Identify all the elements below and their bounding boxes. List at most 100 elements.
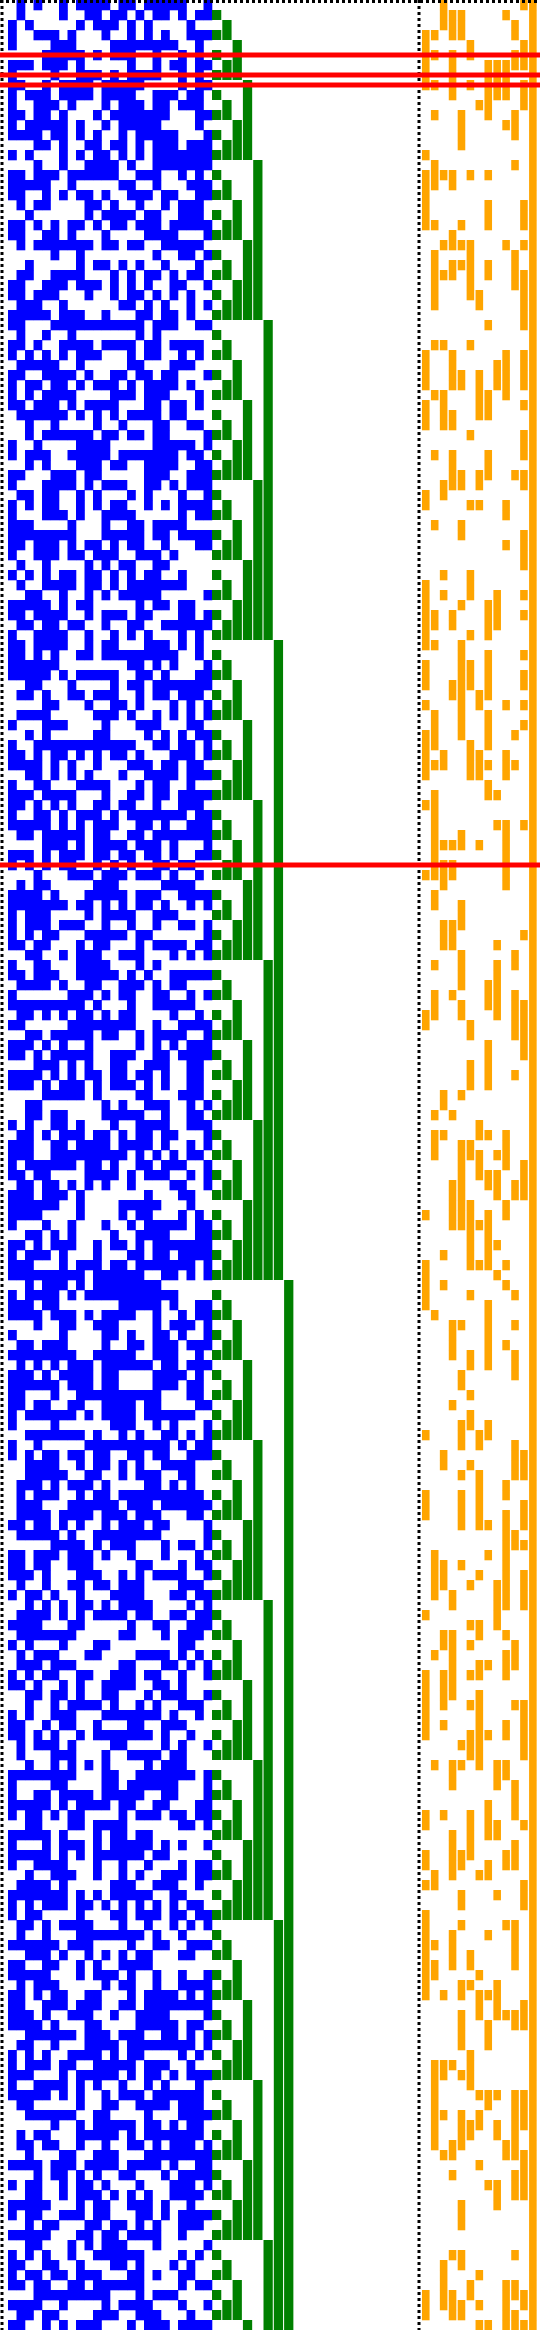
left-cell: [25, 1950, 34, 1961]
left-cell: [25, 2100, 34, 2111]
left-cell: [152, 1230, 162, 1241]
left-cell: [33, 1990, 43, 2001]
left-cell: [50, 1060, 60, 1071]
left-cell: [110, 390, 119, 401]
left-cell: [25, 1890, 34, 1901]
right-cell: [439, 590, 448, 601]
right-cell: [502, 2140, 510, 2151]
left-cell: [195, 500, 204, 511]
right-cell: [511, 1790, 519, 1801]
right-cell: [511, 1470, 519, 1481]
left-cell: [144, 1160, 153, 1171]
left-cell: [118, 750, 128, 761]
right-cell: [457, 1150, 466, 1161]
left-cell: [195, 1910, 204, 1921]
right-cell: [448, 1590, 457, 1601]
bit-run: [212, 1030, 222, 1040]
left-cell: [118, 2250, 128, 2261]
left-cell: [16, 890, 26, 901]
left-cell: [59, 1130, 68, 1141]
left-cell: [8, 1160, 17, 1171]
right-cell: [529, 830, 537, 841]
left-cell: [161, 230, 170, 241]
left-cell: [144, 2010, 153, 2021]
left-cell: [67, 760, 77, 771]
left-cell: [33, 1590, 43, 1601]
left-cell: [135, 1610, 145, 1621]
left-cell: [59, 1520, 68, 1531]
right-cell: [484, 1210, 493, 1221]
right-cell: [529, 1210, 537, 1221]
right-cell: [448, 10, 457, 21]
left-cell: [118, 1080, 128, 1091]
left-cell: [144, 900, 153, 911]
left-cell: [161, 90, 170, 101]
left-cell: [16, 1400, 26, 1411]
left-cell: [161, 2100, 170, 2111]
left-cell: [161, 1680, 170, 1691]
right-cell: [439, 2070, 448, 2081]
right-cell: [448, 1940, 457, 1951]
right-cell: [520, 1540, 528, 1551]
bit-run: [212, 1090, 222, 1100]
left-cell: [135, 2100, 145, 2111]
left-cell: [144, 1890, 153, 1901]
left-cell: [118, 1710, 128, 1721]
left-cell: [16, 1620, 26, 1631]
left-cell: [135, 2300, 145, 2311]
left-cell: [203, 2180, 213, 2191]
left-cell: [161, 2020, 170, 2031]
right-cell: [484, 730, 493, 741]
left-cell: [16, 1010, 26, 1021]
left-cell: [186, 1630, 196, 1641]
left-cell: [135, 1450, 145, 1461]
left-cell: [84, 1570, 94, 1581]
right-cell: [448, 380, 457, 391]
right-cell: [457, 1370, 466, 1381]
left-cell: [93, 1700, 102, 1711]
left-cell: [203, 590, 213, 601]
left-cell: [76, 1840, 85, 1851]
left-cell: [178, 530, 187, 541]
left-cell: [33, 1560, 43, 1571]
right-cell: [529, 2160, 537, 2171]
left-cell: [186, 440, 196, 451]
left-cell: [101, 1970, 111, 1981]
left-cell: [76, 1560, 85, 1571]
left-cell: [101, 690, 111, 701]
left-cell: [135, 260, 145, 271]
left-cell: [76, 1520, 85, 1531]
left-cell: [50, 1410, 60, 1421]
right-cell: [422, 1950, 430, 1961]
left-cell: [76, 130, 85, 141]
left-cell: [203, 530, 213, 541]
left-cell: [178, 1760, 187, 1771]
left-cell: [76, 850, 85, 861]
right-cell: [529, 880, 537, 891]
right-cell: [511, 110, 519, 121]
bit-run: [263, 960, 273, 1280]
left-cell: [144, 220, 153, 231]
left-cell: [67, 690, 77, 701]
left-cell: [186, 970, 196, 981]
bit-run: [212, 1310, 222, 1320]
left-cell: [110, 2060, 119, 2071]
left-cell: [76, 2140, 85, 2151]
left-cell: [169, 1660, 179, 1671]
left-cell: [25, 910, 34, 921]
left-cell: [59, 160, 68, 171]
left-cell: [110, 110, 119, 121]
left-cell: [59, 1090, 68, 1101]
right-cell: [502, 1200, 510, 1211]
bit-run: [222, 1940, 232, 1960]
left-cell: [118, 0, 128, 11]
left-cell: [127, 660, 136, 671]
left-cell: [186, 1990, 196, 2001]
left-cell: [152, 1320, 162, 1331]
left-cell: [8, 2230, 17, 2241]
left-cell: [33, 1230, 43, 1241]
bit-run: [212, 430, 222, 440]
bit-run: [212, 330, 222, 340]
left-cell: [144, 1280, 153, 1291]
right-cell: [511, 1290, 519, 1301]
